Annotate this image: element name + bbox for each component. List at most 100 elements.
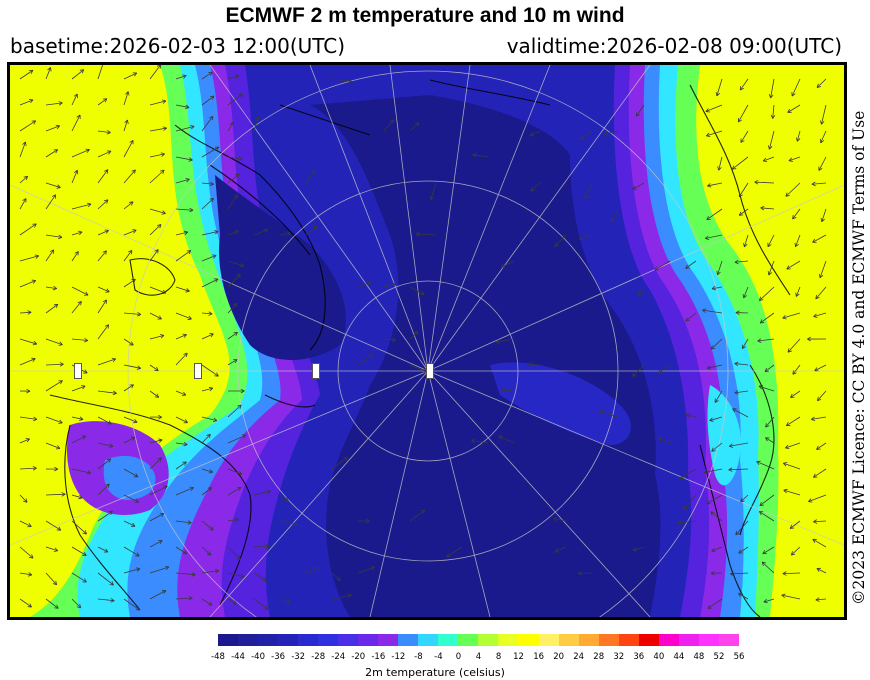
wind-arrow [45,234,63,238]
wind-arrow [201,255,217,262]
colorbar-segment [238,634,259,646]
wind-arrow [201,364,219,377]
wind-arrow [409,331,419,340]
wind-arrow [123,278,136,288]
wind-arrow [772,104,775,119]
wind-arrow-head [131,169,136,172]
wind-arrow-head [553,518,557,522]
wind-arrow [71,170,78,184]
wind-arrow-head [182,74,187,76]
wind-arrow-head [86,149,90,153]
wind-arrow-head [58,422,63,424]
wind-arrow-head [212,420,218,423]
wind-arrow [45,416,63,424]
wind-arrow [45,286,57,289]
wind-arrow [97,286,110,293]
wind-arrow [738,546,749,554]
colorbar-tick-label: -12 [391,652,406,662]
wind-arrow [808,494,827,502]
basetime-label: basetime:2026-02-03 12:00(UTC) [10,34,346,58]
wind-arrow-head [714,400,719,403]
wind-arrow-head [58,526,62,531]
wind-arrow-head [109,584,114,586]
wind-arrow [175,312,192,320]
wind-arrow [149,335,165,340]
wind-arrow [603,130,619,135]
wind-arrow [759,511,775,522]
wind-arrow-head [238,158,243,161]
wind-arrow-head [706,500,710,504]
wind-arrow [762,546,775,555]
wind-arrow-head [705,108,709,112]
wind-arrow-head [161,99,167,102]
wind-arrow-head [808,498,812,502]
wind-arrow-head [812,539,816,543]
wind-arrow-head [214,568,219,572]
wind-arrow [786,260,801,270]
temperature-wind-map[interactable] [7,62,847,620]
wind-arrow-head [27,574,32,577]
wind-arrow [227,156,243,160]
wind-arrow-head [813,316,818,318]
wind-arrow-head [184,231,189,236]
colorbar-tick-label: -4 [434,652,443,662]
wind-arrow-head [137,314,142,317]
wind-arrow-head [162,210,166,214]
wind-arrow [416,233,437,236]
wind-arrow [599,410,619,418]
wind-arrow-head [239,265,245,268]
wind-arrow-head [56,604,59,609]
wind-arrow [707,598,723,609]
wind-arrow [201,416,218,422]
colorbar-segment [258,634,279,646]
wind-arrow-head [163,127,167,131]
wind-arrow-head [162,126,167,129]
wind-arrow-head [131,201,134,206]
wind-arrow [765,416,775,428]
wind-arrow [227,546,241,560]
wind-arrow-head [164,485,168,490]
wind-arrow-head [125,91,129,95]
wind-arrow [383,283,397,288]
wind-arrow-head [294,521,299,525]
wind-arrow-head [765,425,770,428]
wind-arrow-head [676,520,681,524]
wind-arrow-head [313,567,317,572]
wind-arrow [770,78,775,99]
wind-arrow [783,462,801,470]
wind-arrow-head [740,87,745,91]
wind-arrow-head [554,245,559,247]
wind-arrow-head [59,341,63,345]
wind-arrow [175,231,188,236]
wind-arrow-head [210,333,214,338]
wind-arrow-head [495,339,500,343]
wind-arrow [787,338,801,353]
wind-arrow-head [53,550,58,552]
colorbar-segment [358,634,379,646]
wind-arrow [729,442,749,447]
wind-arrow-head [216,146,220,151]
wind-arrow [812,234,827,243]
wind-arrow [760,207,775,210]
wind-arrow-head [207,487,212,489]
colorbar-tick-label: 52 [713,652,725,662]
colorbar-segment [578,634,599,646]
wind-arrow-head [184,550,188,555]
map-canvas [10,65,844,617]
wind-arrow [632,546,645,551]
wind-arrow [331,457,348,470]
wind-arrow [19,438,30,444]
wind-arrow [759,286,775,301]
wind-arrow [149,439,163,444]
wind-arrow [123,416,138,423]
wind-arrow-head [414,331,419,333]
wind-arrow-head [234,517,239,520]
wind-arrow [714,390,723,403]
wind-arrow [814,364,827,372]
wind-arrow-head [711,447,714,452]
wind-arrow [149,100,167,106]
wind-arrow-head [760,322,765,324]
wind-arrow-head [26,388,31,392]
wind-arrow-head [32,343,37,346]
wind-arrow [45,182,61,188]
